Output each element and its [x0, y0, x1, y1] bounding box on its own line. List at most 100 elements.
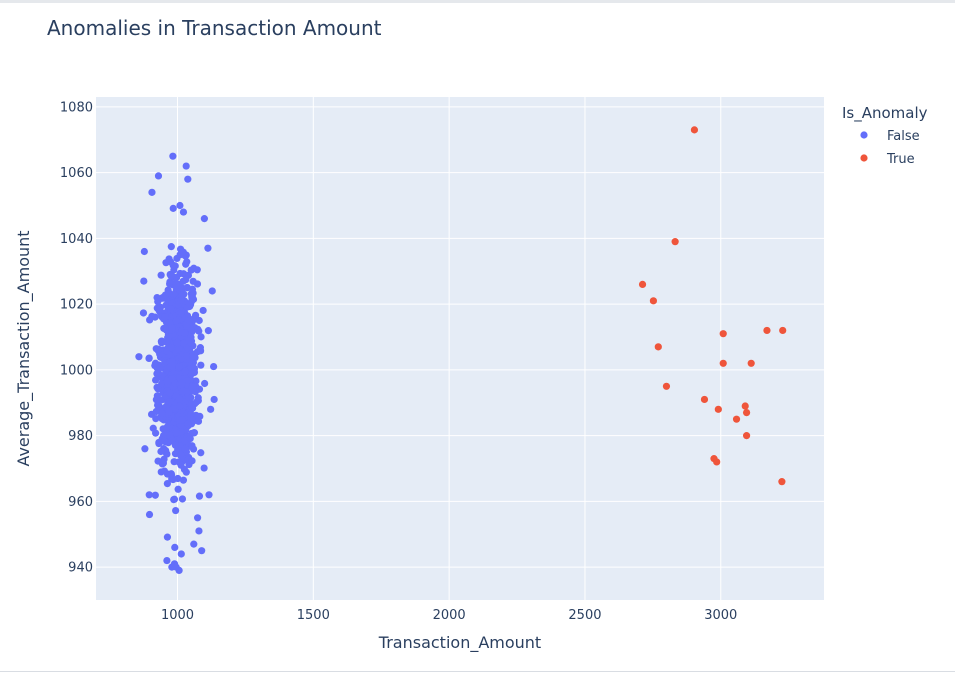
- data-point-true: [719, 359, 727, 367]
- data-point-false: [182, 162, 190, 170]
- data-point-false: [184, 420, 192, 428]
- x-tick-label: 2500: [568, 608, 601, 623]
- data-point-false: [174, 485, 182, 493]
- y-tick-label: 980: [68, 429, 93, 444]
- data-point-true: [747, 359, 755, 367]
- data-point-false: [200, 215, 208, 223]
- data-point-false: [155, 402, 163, 410]
- top-divider: [0, 0, 955, 3]
- legend-label-true: True: [886, 152, 915, 167]
- data-point-false: [204, 244, 212, 252]
- data-point-false: [157, 271, 165, 279]
- data-point-false: [193, 514, 202, 522]
- data-point-false: [186, 434, 194, 443]
- data-point-false: [182, 322, 191, 330]
- data-point-false: [178, 379, 186, 387]
- data-point-false: [167, 258, 175, 266]
- data-point-false: [145, 491, 153, 499]
- data-point-false: [182, 468, 190, 476]
- data-point-false: [179, 387, 187, 395]
- data-point-false: [165, 408, 173, 416]
- y-axis-title: Average_Transaction_Amount: [14, 230, 34, 466]
- y-tick-label: 1080: [60, 100, 93, 115]
- data-point-false: [181, 368, 189, 376]
- data-point-false: [163, 556, 171, 565]
- data-point-false: [173, 339, 181, 347]
- data-point-false: [186, 300, 194, 309]
- data-point-false: [168, 324, 176, 332]
- data-point-false: [135, 353, 143, 361]
- data-point-false: [205, 491, 213, 499]
- data-point-false: [167, 272, 175, 280]
- data-point-false: [207, 405, 215, 413]
- data-point-false: [179, 339, 188, 347]
- y-tick-label: 1000: [60, 363, 93, 378]
- data-point-false: [169, 152, 177, 160]
- data-point-false: [175, 395, 184, 403]
- data-point-false: [158, 460, 167, 468]
- data-point-false: [190, 540, 198, 548]
- data-point-false: [160, 437, 168, 445]
- data-point-false: [163, 423, 171, 431]
- data-point-false: [197, 361, 205, 369]
- data-point-false: [187, 410, 195, 418]
- x-tick-label: 3000: [704, 608, 737, 623]
- data-point-true: [671, 238, 679, 246]
- data-point-true: [654, 343, 662, 351]
- data-point-true: [763, 326, 771, 335]
- data-point-false: [155, 438, 163, 447]
- data-point-false: [141, 445, 149, 453]
- data-point-false: [210, 395, 218, 404]
- data-point-false: [145, 510, 154, 519]
- data-point-false: [152, 376, 160, 384]
- data-point-false: [153, 293, 161, 302]
- data-point-false: [177, 451, 185, 459]
- data-point-false: [196, 347, 205, 355]
- data-point-false: [199, 306, 207, 315]
- data-point-false: [180, 329, 189, 337]
- data-point-true: [700, 395, 709, 404]
- data-point-false: [178, 416, 186, 424]
- data-point-false: [152, 396, 160, 404]
- data-point-false: [191, 311, 200, 319]
- data-point-true: [638, 280, 647, 288]
- data-point-false: [140, 247, 148, 256]
- y-tick-label: 960: [68, 495, 93, 510]
- data-point-false: [178, 495, 187, 503]
- y-tick-label: 1060: [60, 166, 93, 181]
- data-point-false: [177, 550, 185, 558]
- data-point-false: [171, 441, 179, 449]
- data-point-false: [197, 449, 205, 457]
- data-point-false: [167, 243, 175, 251]
- data-point-false: [157, 447, 165, 456]
- data-point-false: [190, 264, 198, 272]
- data-point-false: [181, 437, 189, 445]
- data-point-false: [154, 172, 163, 180]
- x-tick-label: 1500: [297, 608, 330, 623]
- data-point-false: [177, 296, 185, 304]
- data-point-true: [719, 330, 727, 338]
- data-point-false: [167, 343, 176, 352]
- data-point-false: [175, 283, 183, 291]
- data-point-false: [190, 429, 198, 437]
- data-point-false: [197, 333, 205, 341]
- data-point-false: [139, 309, 148, 317]
- data-point-false: [170, 495, 178, 504]
- data-point-false: [208, 287, 216, 295]
- data-point-false: [163, 533, 172, 541]
- legend-title: Is_Anomaly: [842, 104, 928, 123]
- data-point-false: [188, 457, 196, 465]
- data-point-true: [779, 326, 787, 335]
- data-point-false: [175, 363, 183, 371]
- data-point-false: [194, 417, 203, 425]
- data-point-false: [163, 338, 171, 346]
- data-point-false: [182, 260, 190, 268]
- data-point-false: [165, 280, 174, 288]
- legend-label-false: False: [887, 129, 920, 144]
- data-point-false: [172, 317, 180, 325]
- bottom-divider: [0, 671, 955, 672]
- data-point-false: [151, 359, 160, 367]
- data-point-false: [195, 527, 203, 535]
- data-point-false: [200, 464, 208, 472]
- data-point-true: [741, 402, 749, 410]
